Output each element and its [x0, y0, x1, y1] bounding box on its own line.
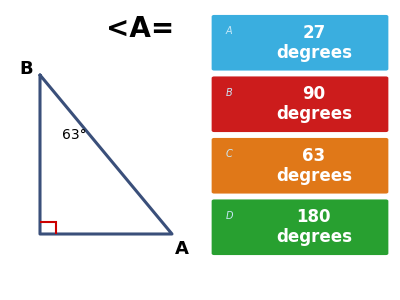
FancyBboxPatch shape	[211, 137, 389, 194]
Text: 63
degrees: 63 degrees	[276, 147, 352, 185]
Text: 180
degrees: 180 degrees	[276, 208, 352, 246]
Text: B: B	[19, 60, 33, 78]
Text: A: A	[226, 26, 232, 36]
Text: <A=: <A=	[106, 15, 174, 43]
FancyBboxPatch shape	[211, 76, 389, 133]
Text: 90
degrees: 90 degrees	[276, 85, 352, 123]
Text: 63°: 63°	[62, 128, 87, 142]
Text: D: D	[226, 211, 233, 221]
FancyBboxPatch shape	[211, 199, 389, 256]
Text: C: C	[226, 149, 232, 159]
Text: 27
degrees: 27 degrees	[276, 24, 352, 62]
Text: A: A	[175, 240, 189, 258]
FancyBboxPatch shape	[211, 14, 389, 71]
Text: B: B	[226, 88, 232, 98]
